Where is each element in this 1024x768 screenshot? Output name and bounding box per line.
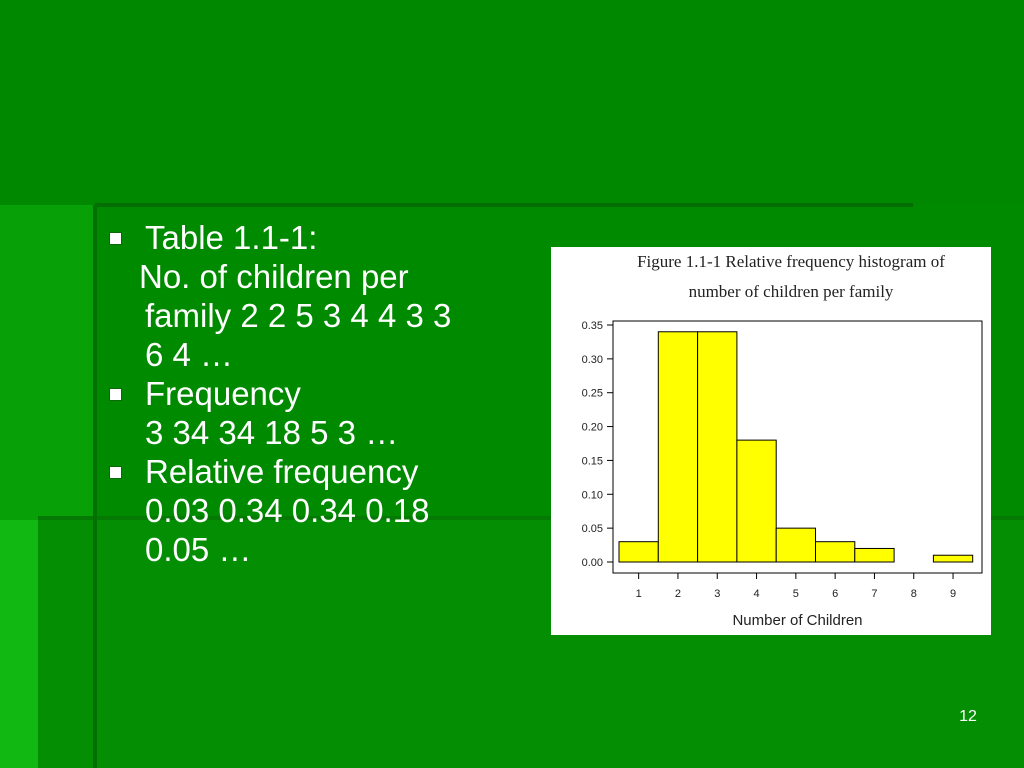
page-number: 12	[959, 708, 977, 725]
decorative-line-middle	[38, 516, 1024, 520]
figure-title: Figure 1.1-1 Relative frequency histogra…	[551, 247, 991, 307]
histogram-chart: 0.00 0.05 0.10 0.15 0.20 0.25 0.30 0.35 1 2 3 4 5 6 7 8…	[582, 320, 983, 629]
x-tick-label: 6	[832, 588, 838, 600]
square-bullet-icon	[109, 466, 122, 479]
x-tick-label: 2	[675, 588, 681, 600]
bullet-text: 0.05 …	[145, 531, 252, 568]
indented-text-block: No. of children per family 2 2 5 3 4 4 3…	[105, 257, 545, 374]
y-tick-label: 0.05	[582, 523, 603, 535]
plot-frame	[612, 320, 983, 574]
y-tick-label: 0.25	[582, 388, 603, 400]
bullet-item: Frequency 3 34 34 18 5 3 …	[105, 374, 545, 452]
bullet-text: 3 34 34 18 5 3 …	[145, 414, 399, 451]
x-tick-label: 7	[871, 588, 877, 600]
bullet-text: Frequency	[145, 375, 301, 412]
bullet-item: Table 1.1-1:	[105, 218, 545, 257]
indented-line: No. of children per	[139, 258, 409, 295]
square-bullet-icon	[109, 388, 122, 401]
x-axis-label: Number of Children	[732, 612, 862, 629]
decorative-line-vertical	[93, 205, 97, 768]
indented-line: family 2 2 5 3 4 4 3 3	[145, 297, 452, 334]
figure-title-line-1: Figure 1.1-1 Relative frequency histogra…	[637, 252, 945, 271]
x-tick-label: 8	[911, 588, 917, 600]
background-top	[0, 0, 1024, 205]
histogram-bar	[775, 527, 816, 563]
indented-line: 6 4 …	[145, 336, 234, 373]
histogram-bar	[932, 554, 974, 563]
decorative-line-top	[95, 203, 913, 207]
histogram-bar	[657, 331, 699, 563]
figure-panel: Figure 1.1-1 Relative frequency histogra…	[551, 247, 991, 635]
histogram-bar	[815, 541, 856, 563]
x-tick-label: 1	[636, 588, 642, 600]
bullet-text: Relative frequency	[145, 453, 419, 490]
y-tick-label: 0.20	[582, 422, 603, 434]
figure-title-line-2: number of children per family	[688, 282, 894, 301]
histogram-bar	[618, 541, 659, 563]
y-tick-label: 0.00	[582, 557, 603, 569]
histogram-bar	[697, 331, 738, 563]
y-tick-label: 0.15	[582, 455, 603, 467]
y-tick-label: 0.35	[582, 320, 603, 332]
bullet-text: 0.03 0.34 0.34 0.18	[145, 492, 430, 529]
histogram-bar	[736, 439, 777, 563]
x-tick-label: 9	[950, 588, 956, 600]
histogram-bar	[854, 547, 895, 563]
slide-body: Table 1.1-1: No. of children per family …	[105, 218, 545, 569]
x-tick-label: 5	[793, 588, 799, 600]
y-tick-label: 0.10	[582, 489, 603, 501]
background-left-accent	[0, 520, 38, 768]
x-tick-label: 4	[753, 588, 759, 600]
square-bullet-icon	[109, 232, 122, 245]
bullet-item: Relative frequency 0.03 0.34 0.34 0.18 0…	[105, 452, 545, 569]
x-tick-label: 3	[714, 588, 720, 600]
bullet-text: Table 1.1-1:	[145, 219, 318, 256]
y-tick-label: 0.30	[582, 354, 603, 366]
